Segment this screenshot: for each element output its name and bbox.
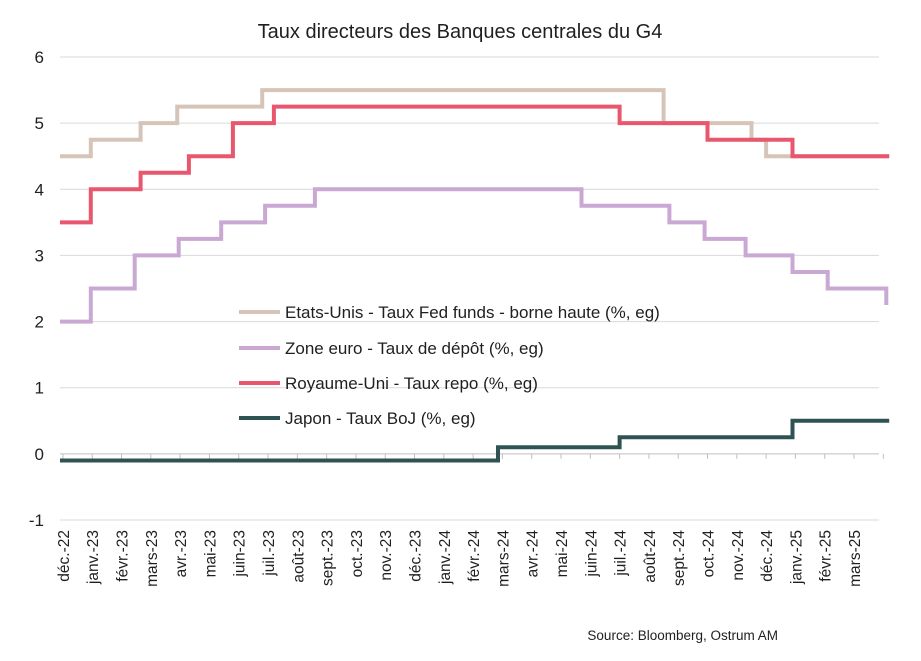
source-note: Source: Bloomberg, Ostrum AM: [587, 628, 778, 643]
x-tick-label: août-23: [290, 530, 307, 583]
x-tick-label: janv.-23: [85, 530, 102, 585]
x-tick-label: déc.-23: [408, 530, 425, 582]
series-line-4: [60, 418, 890, 463]
x-tick-label: juil.-23: [261, 530, 278, 577]
x-tick-label: août-24: [642, 530, 659, 583]
legend: Etats-Unis - Taux Fed funds - borne haut…: [239, 303, 660, 428]
y-tick-label: 3: [35, 246, 44, 265]
x-tick-label: juil.-24: [613, 530, 630, 577]
x-tick-label: janv.-24: [437, 530, 454, 585]
x-tick-label: juin-24: [583, 530, 600, 578]
legend-label: Zone euro - Taux de dépôt (%, eg): [285, 339, 544, 358]
x-tick-label: avr.-23: [173, 530, 190, 577]
x-tick-label: mars-23: [144, 530, 161, 587]
x-tick-label: févr.-25: [818, 530, 835, 582]
x-tick-label: févr.-23: [115, 530, 132, 582]
x-axis: [60, 453, 884, 459]
x-tick-label: oct.-24: [701, 530, 718, 578]
x-tick-label: nov.-23: [378, 530, 395, 581]
y-tick-label: 0: [35, 445, 44, 464]
legend-label: Japon - Taux BoJ (%, eg): [285, 409, 476, 428]
x-tick-label: oct.-23: [349, 530, 366, 577]
y-tick-label: 6: [35, 48, 44, 67]
x-tick-labels: déc.-22 janv.-23 févr.-23 mars-23 avr.-23 mai…: [56, 530, 864, 587]
x-tick-label: sept.-24: [671, 530, 688, 586]
x-tick-label: déc.-22: [56, 530, 73, 582]
series-lines: [60, 88, 890, 463]
y-tick-label: 5: [35, 114, 44, 133]
x-tick-label: juin-23: [232, 530, 249, 578]
x-tick-label: mai-24: [554, 530, 571, 578]
x-tick-label: nov.-24: [730, 530, 747, 581]
x-tick-label: janv.-25: [788, 530, 805, 585]
x-tick-label: mars-25: [847, 530, 864, 587]
x-tick-label: févr.-24: [466, 530, 483, 582]
series-line-3: [60, 104, 890, 225]
x-tick-label: mai-23: [202, 530, 219, 577]
y-tick-label: 4: [35, 180, 44, 199]
series-line-2: [60, 187, 889, 324]
y-tick-label: 2: [35, 313, 44, 332]
y-tick-labels: 6 5 4 3 2 1 0 -1: [29, 48, 44, 530]
grid-lines: [60, 56, 879, 521]
chart-title: Taux directeurs des Banques centrales du…: [258, 21, 663, 43]
x-tick-label: avr.-24: [525, 530, 542, 578]
x-tick-label: sept.-23: [320, 530, 337, 586]
x-tick-label: mars-24: [495, 530, 512, 587]
y-tick-label: -1: [29, 511, 44, 530]
y-tick-label: 1: [35, 379, 44, 398]
x-tick-label: déc.-24: [759, 530, 776, 582]
legend-label: Etats-Unis - Taux Fed funds - borne haut…: [285, 303, 660, 322]
legend-label: Royaume-Uni - Taux repo (%, eg): [285, 374, 538, 393]
